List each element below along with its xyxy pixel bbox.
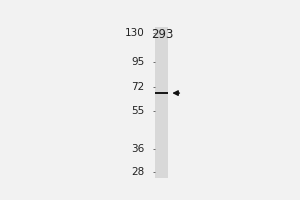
Bar [155, 92, 168, 94]
Text: 130: 130 [125, 28, 145, 38]
Text: 72: 72 [131, 82, 145, 92]
Text: 36: 36 [131, 144, 145, 154]
Text: 28: 28 [131, 167, 145, 177]
Text: 95: 95 [131, 57, 145, 67]
Text: 293: 293 [151, 28, 173, 41]
Text: 55: 55 [131, 106, 145, 116]
Bar [155, 27, 168, 178]
